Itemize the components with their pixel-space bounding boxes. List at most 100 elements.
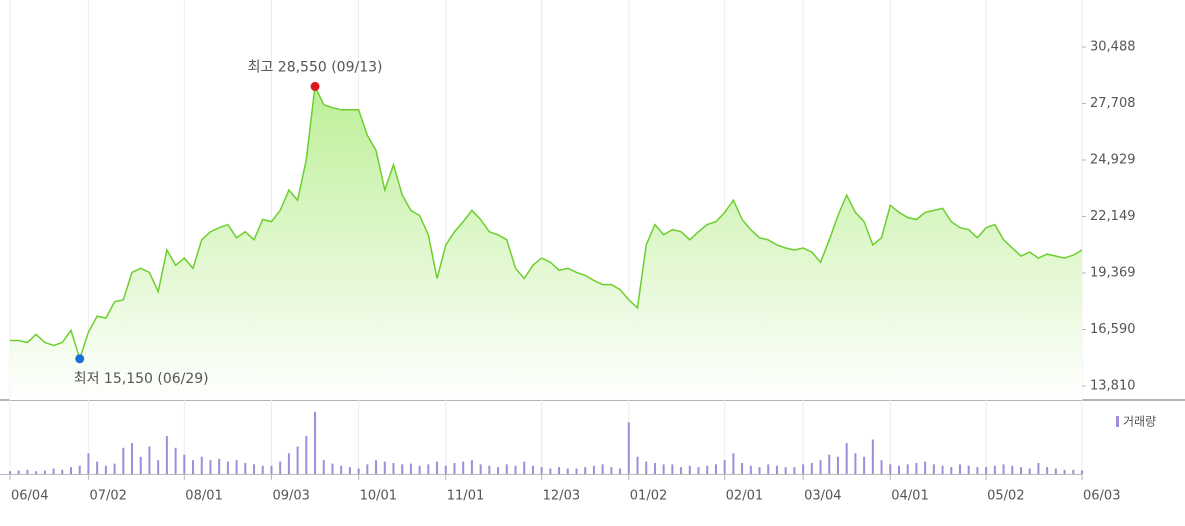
volume-bar <box>104 465 107 474</box>
volume-bar <box>43 470 46 474</box>
volume-bar <box>401 464 404 474</box>
volume-bar <box>505 464 508 474</box>
volume-bar <box>148 446 151 474</box>
volume-bar <box>17 470 20 474</box>
volume-bar <box>453 462 456 474</box>
price-line <box>10 83 1083 362</box>
volume-bar <box>183 454 186 474</box>
volume-bar <box>697 467 700 474</box>
volume-bar <box>261 465 264 474</box>
x-tick-label: 10/01 <box>360 489 397 504</box>
volume-bar <box>200 456 203 474</box>
volume-bar <box>950 467 953 474</box>
volume-bar <box>305 436 308 474</box>
annotation-label: 최고 28,550 (09/13) <box>248 59 383 75</box>
x-tick-label: 11/01 <box>447 489 484 504</box>
volume-bar <box>427 464 430 474</box>
volume-bar <box>784 467 787 474</box>
volume-bar <box>523 461 526 474</box>
x-tick-label: 09/03 <box>272 489 309 504</box>
volume-bar <box>584 467 587 474</box>
volume-bar <box>627 422 630 474</box>
area-fill <box>10 86 1082 401</box>
x-tick-label: 08/01 <box>185 489 222 504</box>
volume-bar <box>174 447 177 474</box>
volume-bar <box>906 464 909 474</box>
volume-bar <box>287 453 290 474</box>
volume-bar <box>165 436 168 474</box>
volume-bar <box>279 461 282 474</box>
volume-bar <box>218 458 221 474</box>
volume-bar <box>331 463 334 474</box>
x-tick-label: 01/02 <box>630 489 667 504</box>
x-tick-label: 02/01 <box>726 489 763 504</box>
volume-bar <box>340 465 343 474</box>
volume-bar <box>296 446 299 474</box>
volume-bar <box>61 469 64 474</box>
volume-bar <box>767 464 770 474</box>
volume-bar <box>706 465 709 474</box>
volume-bar <box>575 468 578 474</box>
volume-bar <box>366 464 369 474</box>
volume-bar <box>819 460 822 474</box>
y-tick-label: 16,590 <box>1090 322 1136 337</box>
volume-bar <box>932 464 935 474</box>
volume-bar <box>967 465 970 474</box>
volume-bar <box>209 460 212 474</box>
volume-bar <box>662 464 665 474</box>
volume-bar <box>653 462 656 474</box>
volume-bar <box>436 461 439 474</box>
volume-bar <box>113 463 116 474</box>
volume-bar <box>828 454 831 474</box>
y-tick-label: 24,929 <box>1090 152 1136 167</box>
volume-bar <box>688 465 691 474</box>
volume-bar <box>741 462 744 474</box>
volume-bar <box>531 465 534 474</box>
x-tick-label: 03/04 <box>804 489 841 504</box>
volume-bar <box>26 469 29 474</box>
volume-bar <box>775 465 778 474</box>
volume-bar <box>514 465 517 474</box>
volume-bar <box>497 467 500 474</box>
volume-bar <box>1002 464 1005 474</box>
volume-bar <box>235 460 238 474</box>
volume-bar <box>375 460 378 474</box>
volume-bar <box>924 461 927 474</box>
volume-bar <box>749 465 752 474</box>
volume-bar <box>1019 467 1022 474</box>
y-tick-label: 30,488 <box>1090 39 1136 54</box>
volume-bar <box>976 467 979 474</box>
volume-bar <box>1028 468 1031 474</box>
volume-bar <box>880 460 883 474</box>
volume-bar <box>558 467 561 474</box>
volume-bar <box>462 461 465 474</box>
volume-bar <box>680 467 683 474</box>
volume-bar <box>836 456 839 474</box>
volume-bar <box>897 465 900 474</box>
volume-bar <box>479 464 482 474</box>
volume-bar <box>192 460 195 474</box>
extreme-marker <box>310 81 320 91</box>
volume-bar <box>348 467 351 474</box>
volume-bar <box>863 456 866 474</box>
x-tick-label: 04/01 <box>891 489 928 504</box>
volume-bar <box>157 460 160 474</box>
volume-bar <box>566 468 569 474</box>
volume-bar <box>122 447 125 474</box>
volume-bar <box>592 465 595 474</box>
volume-bar <box>1011 465 1014 474</box>
volume-bar <box>889 464 892 474</box>
volume-bar <box>671 464 674 474</box>
volume-bar <box>1046 467 1049 474</box>
volume-bar <box>941 465 944 474</box>
volume-bar <box>444 465 447 474</box>
volume-bar <box>1063 469 1066 474</box>
volume-bar <box>915 462 918 474</box>
volume-bar <box>1037 462 1040 474</box>
volume-bar <box>270 465 273 474</box>
volume-bar <box>1072 469 1075 474</box>
volume-bar <box>35 471 38 474</box>
volume-bar <box>226 461 229 474</box>
x-tick-label: 07/02 <box>89 489 126 504</box>
volume-bar <box>854 453 857 474</box>
